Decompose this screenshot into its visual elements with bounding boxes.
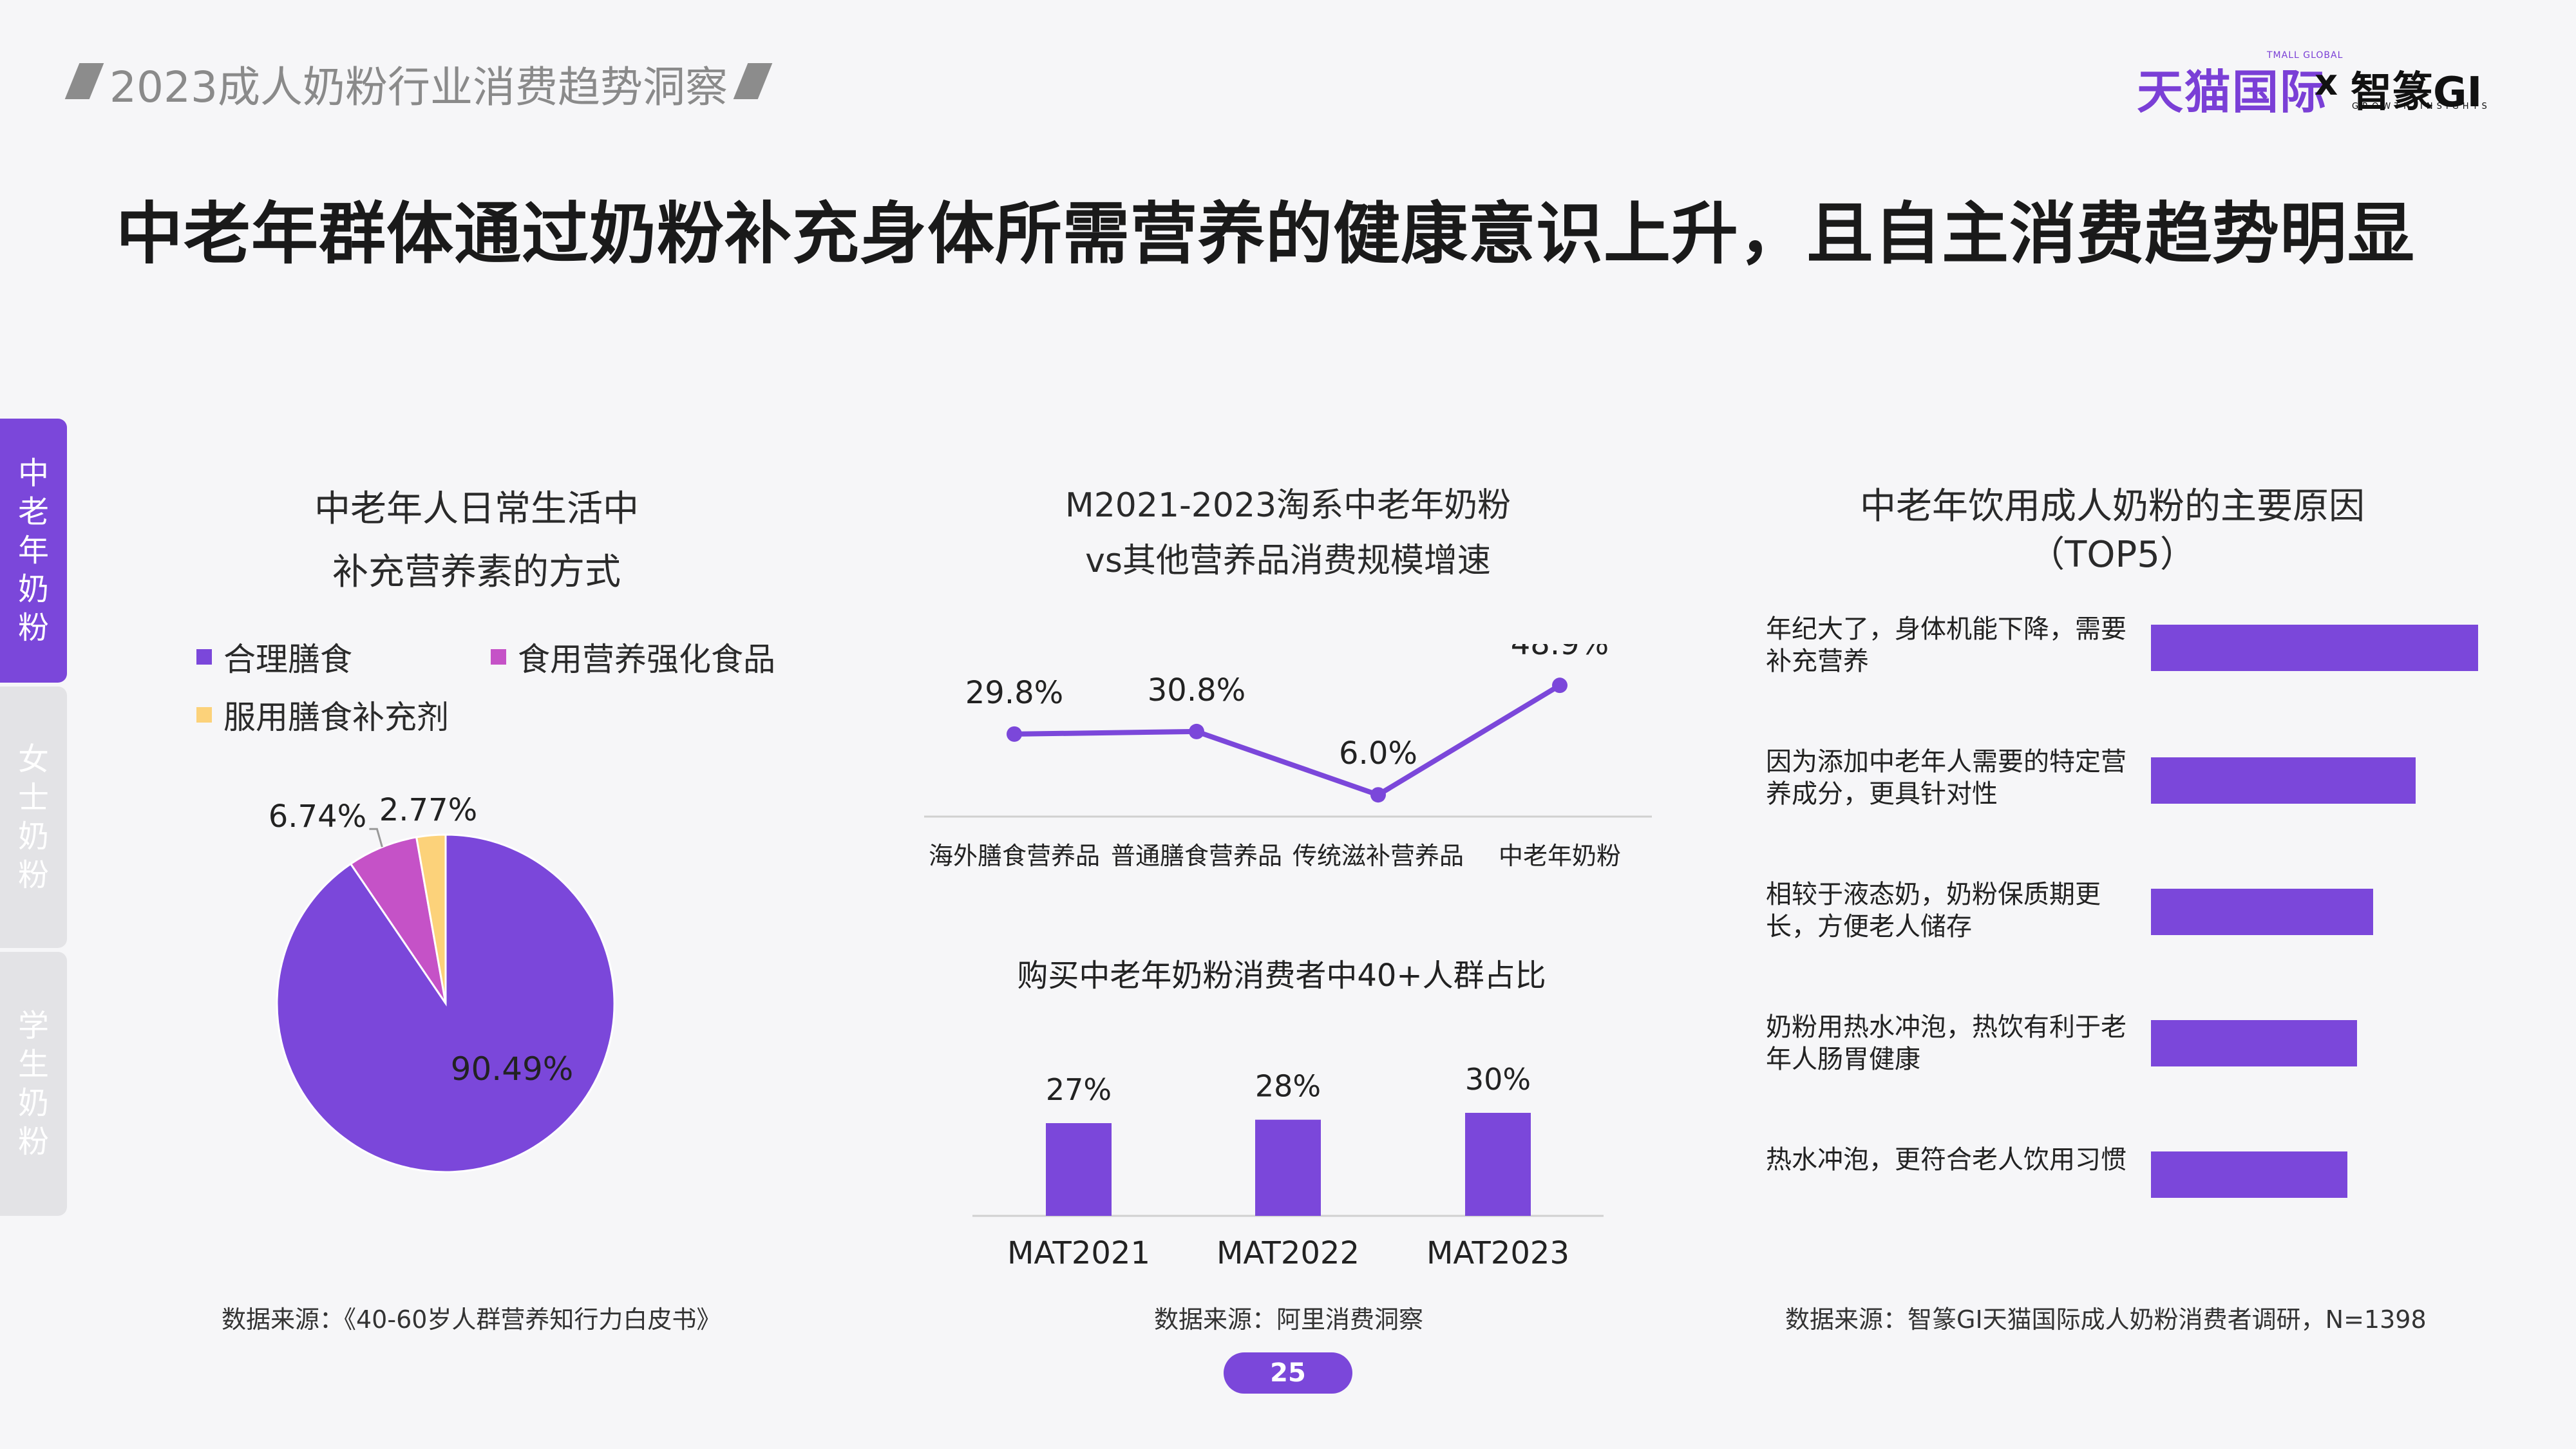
- reason-label: 奶粉用热水冲泡，热饮有利于老年人肠胃健康: [1766, 1012, 2126, 1074]
- line-value-label: 30.8%: [1148, 672, 1245, 708]
- bar-category-label: MAT2023: [1426, 1235, 1569, 1271]
- reasons-chart-title-line1: 中老年饮用成人奶粉的主要原因: [1860, 486, 2365, 527]
- pie-value-label: 6.74%: [269, 799, 366, 835]
- tab-label: 学生奶粉: [17, 1008, 49, 1160]
- pie-source-note: 数据来源：《40-60岁人群营养知行力白皮书》: [222, 1305, 721, 1334]
- line-chart-title: M2021-2023淘系中老年奶粉 vs其他营养品消费规模增速: [992, 478, 1584, 589]
- bar: [1046, 1123, 1112, 1216]
- reason-label: 年纪大了，身体机能下降，需要补充营养: [1766, 614, 2126, 676]
- reasons-chart-title: 中老年饮用成人奶粉的主要原因 （TOP5）: [1790, 478, 2434, 574]
- reason-label: 相较于液态奶，奶粉保质期更长，方便老人储存: [1766, 880, 2101, 942]
- bar-category-label: MAT2022: [1217, 1235, 1359, 1271]
- bar-value-label: 28%: [1255, 1069, 1321, 1104]
- pie-value-label: 2.77%: [379, 792, 477, 828]
- legend-label: 服用膳食补充剂: [223, 699, 449, 736]
- reason-label: 热水冲泡，更符合老人饮用习惯: [1766, 1145, 2126, 1175]
- line-point: [1189, 723, 1204, 739]
- tab-label: 女士奶粉: [17, 741, 49, 893]
- pie-chart-title-line2: 补充营养素的方式: [332, 551, 621, 593]
- pie-chart-title-line1: 中老年人日常生活中: [314, 488, 639, 530]
- reason-bar: [2151, 1151, 2347, 1198]
- reason-label: 因为添加中老年人需要的特定营养成分，更具针对性: [1766, 747, 2126, 809]
- bar-value-label: 30%: [1465, 1062, 1531, 1097]
- header-title: 2023成人奶粉行业消费趋势洞察: [109, 62, 728, 112]
- reasons-chart-title-line2: （TOP5）: [2029, 534, 2196, 576]
- legend-item-dietary-supplement: 服用膳食补充剂: [196, 692, 449, 738]
- reason-bar: [2151, 889, 2374, 935]
- legend-swatch: [196, 649, 212, 665]
- pie-leader-line: [369, 828, 383, 848]
- bar-category-label: MAT2021: [1007, 1235, 1150, 1271]
- pie-chart-title: 中老年人日常生活中 补充营养素的方式: [245, 478, 708, 604]
- bar-chart: 27% 28% 30% MAT2021 MAT2022 MAT2023: [972, 1062, 1604, 1271]
- line-point: [1370, 787, 1386, 803]
- brand-separator: x: [2315, 62, 2338, 104]
- line-category-label: 海外膳食营养品: [929, 842, 1100, 870]
- line-value-label: 6.0%: [1339, 735, 1417, 772]
- pie-slice-supplement: [415, 833, 447, 1004]
- line-category-label: 普通膳食营养品: [1111, 842, 1282, 870]
- page-title: 中老年群体通过奶粉补充身体所需营养的健康意识上升，且自主消费趋势明显: [116, 194, 2416, 273]
- growth-insights-logo: 智篆GI: [2351, 69, 2483, 117]
- legend-swatch: [196, 707, 212, 723]
- line-chart: 29.8% 30.8% 6.0% 48.9% 海外膳食营养品 普通膳食营养品 传…: [924, 644, 1652, 870]
- pie-slice-fortified-food: [349, 836, 447, 1004]
- line-value-label: 29.8%: [965, 675, 1063, 711]
- legend-item-fortified-food: 食用营养强化食品: [491, 634, 775, 680]
- line-value-label: 48.9%: [1511, 644, 1609, 662]
- bar: [1255, 1119, 1321, 1216]
- line-category-label: 传统滋补营养品: [1293, 842, 1464, 870]
- tab-women-milk-powder[interactable]: 女士奶粉: [0, 687, 67, 948]
- legend-item-balanced-diet: 合理膳食: [196, 634, 352, 680]
- legend-label: 食用营养强化食品: [518, 641, 775, 678]
- line-chart-title-line2: vs其他营养品消费规模增速: [1085, 542, 1491, 580]
- tab-elderly-milk-powder[interactable]: 中老年奶粉: [0, 419, 67, 683]
- pie-chart: 90.49% 6.74% 2.77%: [269, 792, 616, 1173]
- middle-source-note: 数据来源：阿里消费洞察: [1154, 1305, 1424, 1334]
- bar-chart-title: 购买中老年奶粉消费者中40+人群占比: [1017, 958, 1546, 994]
- reason-bar: [2151, 1020, 2358, 1066]
- line-series: [1014, 683, 1562, 798]
- pie-value-label: 90.49%: [451, 1050, 574, 1088]
- header-slash-left: [64, 63, 104, 99]
- line-point: [1007, 726, 1022, 742]
- tmall-global-logo: 天猫国际: [2137, 65, 2328, 119]
- legend-label: 合理膳食: [223, 641, 352, 678]
- reasons-source-note: 数据来源：智篆GI天猫国际成人奶粉消费者调研，N=1398: [1785, 1305, 2427, 1334]
- bar-value-label: 27%: [1046, 1072, 1112, 1107]
- reason-bar: [2151, 757, 2416, 804]
- tmall-global-logo-sub: TMALL GLOBAL: [2267, 50, 2344, 61]
- reason-bar: [2151, 625, 2478, 671]
- legend-swatch: [491, 649, 506, 665]
- line-chart-title-line1: M2021-2023淘系中老年奶粉: [1065, 486, 1511, 525]
- header-slash-right: [733, 63, 773, 99]
- growth-insights-logo-sub: GROWTH INSIGHTS: [2352, 102, 2491, 111]
- tab-label: 中老年奶粉: [17, 455, 49, 646]
- tab-student-milk-powder[interactable]: 学生奶粉: [0, 952, 67, 1216]
- line-category-label: 中老年奶粉: [1499, 842, 1621, 870]
- bar: [1465, 1113, 1531, 1216]
- line-point: [1552, 677, 1567, 694]
- page-number: 25: [1224, 1352, 1352, 1394]
